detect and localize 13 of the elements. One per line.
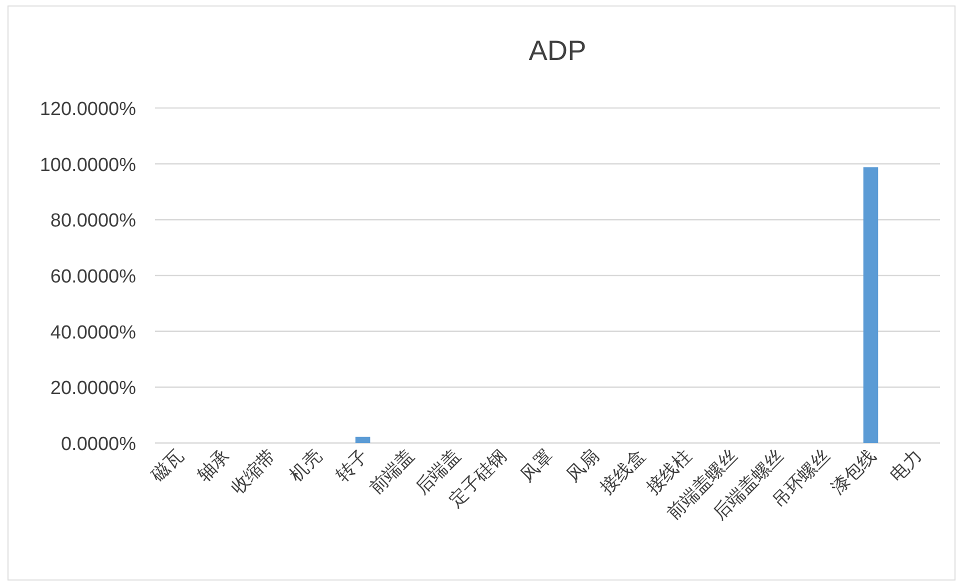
chart-title: ADP <box>528 35 586 66</box>
y-tick-label: 120.0000% <box>40 99 136 120</box>
y-tick-label: 100.0000% <box>40 154 136 176</box>
y-tick-label: 20.0000% <box>50 378 136 400</box>
x-tick-label: 收缩带 <box>226 446 280 498</box>
y-tick-label: 80.0000% <box>50 210 136 232</box>
y-tick-label: 40.0000% <box>50 322 136 344</box>
x-tick-label: 电力 <box>886 446 926 486</box>
x-tick-label: 磁瓦 <box>146 446 187 486</box>
y-tick-label: 0.0000% <box>60 434 136 455</box>
x-tick-label: 机壳 <box>286 446 326 486</box>
x-tick-label: 风罩 <box>516 446 556 486</box>
y-tick-label: 60.0000% <box>50 266 136 288</box>
